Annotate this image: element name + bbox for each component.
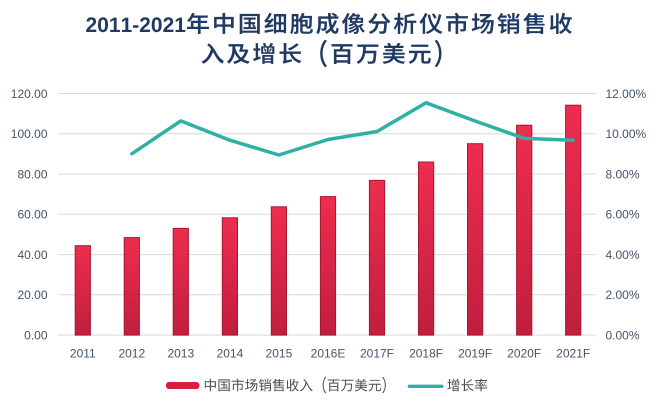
svg-text:0.00: 0.00 [24, 329, 48, 343]
svg-text:12.00%: 12.00% [606, 87, 647, 101]
svg-text:40.00: 40.00 [17, 248, 47, 262]
svg-text:2020F: 2020F [507, 347, 541, 361]
svg-text:6.00%: 6.00% [606, 208, 640, 222]
svg-text:10.00%: 10.00% [606, 127, 647, 141]
svg-text:4.00%: 4.00% [606, 248, 640, 262]
svg-text:2012: 2012 [118, 347, 145, 361]
svg-text:2021F: 2021F [556, 347, 590, 361]
svg-text:20.00: 20.00 [17, 288, 47, 302]
svg-text:2014: 2014 [217, 347, 244, 361]
svg-text:0.00%: 0.00% [606, 329, 640, 343]
svg-text:2016E: 2016E [311, 347, 346, 361]
svg-text:2.00%: 2.00% [606, 288, 640, 302]
svg-text:2017F: 2017F [360, 347, 394, 361]
svg-text:2019F: 2019F [458, 347, 492, 361]
svg-text:120.00: 120.00 [11, 87, 48, 101]
svg-text:2015: 2015 [266, 347, 293, 361]
svg-text:2011: 2011 [70, 347, 96, 361]
svg-text:100.00: 100.00 [11, 127, 48, 141]
svg-text:2013: 2013 [167, 347, 194, 361]
svg-text:60.00: 60.00 [17, 208, 47, 222]
svg-text:2018F: 2018F [409, 347, 443, 361]
svg-text:80.00: 80.00 [17, 167, 47, 181]
svg-text:8.00%: 8.00% [606, 167, 640, 181]
